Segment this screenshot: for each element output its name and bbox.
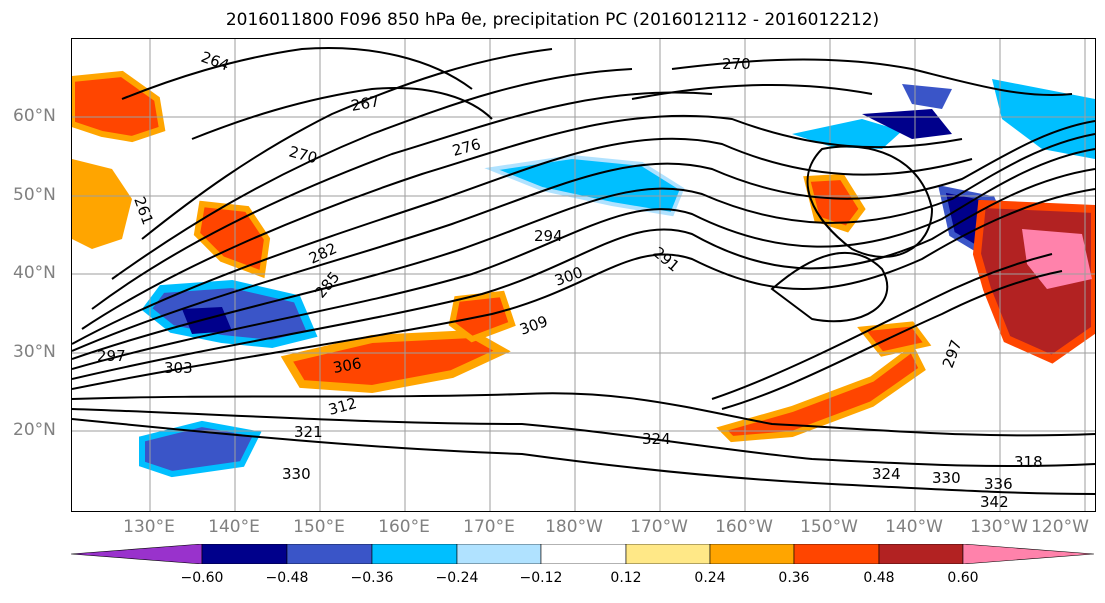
colorbar-segment <box>286 544 373 564</box>
lat-label: 50°N <box>13 185 56 205</box>
lon-label: 120°W <box>1031 517 1089 537</box>
contour-label: 318 <box>1014 453 1043 471</box>
colorbar-segment <box>878 544 964 564</box>
lon-label: 130°W <box>970 517 1028 537</box>
lon-label: 150°E <box>293 517 345 537</box>
contour-label: 321 <box>294 423 323 441</box>
lon-label: 170°W <box>630 517 688 537</box>
contour-label: 312 <box>326 394 358 419</box>
colorbar-tick: −0.12 <box>519 570 563 586</box>
lat-label: 60°N <box>13 106 56 126</box>
lat-label: 40°N <box>13 263 56 283</box>
lon-label: 140°W <box>885 517 943 537</box>
colorbar-tick: 0.24 <box>694 570 726 586</box>
colorbar-segments <box>71 544 1094 564</box>
lon-label: 160°E <box>378 517 430 537</box>
contour-label: 306 <box>332 354 363 377</box>
contour-label: 309 <box>517 312 550 339</box>
colorbar-segment <box>793 544 880 564</box>
lat-label: 30°N <box>13 342 56 362</box>
contour-label: 330 <box>282 465 311 483</box>
colorbar-tick: −0.24 <box>435 570 479 586</box>
contour-label: 324 <box>642 430 671 448</box>
contour-label: 291 <box>649 243 683 275</box>
colorbar-tick: 0.60 <box>947 570 979 586</box>
map-canvas: 264 270 276 282 294 300 309 306 312 321 … <box>72 39 1095 511</box>
lon-label: 180°W <box>545 517 603 537</box>
lon-label: 160°W <box>715 517 773 537</box>
contour-label: 342 <box>980 493 1009 511</box>
contour-label: 270 <box>287 142 319 167</box>
colorbar-tick: −0.48 <box>265 570 309 586</box>
figure-title: 2016011800 F096 850 hPa θe, precipitatio… <box>225 10 880 30</box>
contour-label: 261 <box>130 194 157 227</box>
colorbar-segment <box>371 544 458 564</box>
lat-label: 20°N <box>13 420 56 440</box>
colorbar-tick: 0.36 <box>778 570 810 586</box>
colorbar-tick: −0.36 <box>350 570 394 586</box>
colorbar-tick: 0.48 <box>863 570 895 586</box>
contour-label: 330 <box>932 469 961 487</box>
colorbar-segment <box>201 544 288 564</box>
colorbar-segment <box>456 544 542 564</box>
contour-label: 294 <box>534 227 563 245</box>
contour-label: 297 <box>939 337 966 370</box>
colorbar-segment <box>71 544 203 564</box>
contour-label: 336 <box>984 475 1013 493</box>
contour-label: 324 <box>872 465 901 483</box>
colorbar-tick: −0.60 <box>180 570 224 586</box>
lon-label: 170°E <box>463 517 515 537</box>
colorbar-segment <box>625 544 711 564</box>
contour-label: 303 <box>164 359 193 377</box>
contour-label: 267 <box>350 92 381 115</box>
lon-label: 140°E <box>208 517 260 537</box>
contour-label: 285 <box>311 268 343 302</box>
colorbar-tick: 0.12 <box>610 570 642 586</box>
map-panel: 264 270 276 282 294 300 309 306 312 321 … <box>71 38 1096 512</box>
contour-label: 297 <box>97 347 126 365</box>
colorbar-segment <box>540 544 627 564</box>
colorbar-segment <box>709 544 795 564</box>
lon-label: 150°W <box>800 517 858 537</box>
lon-label: 130°E <box>123 517 175 537</box>
colorbar <box>71 544 1094 564</box>
contour-label: 300 <box>552 263 585 290</box>
contour-label: 270 <box>722 55 751 73</box>
theta-e-contours <box>72 47 1095 495</box>
colorbar-segment <box>962 544 1094 564</box>
